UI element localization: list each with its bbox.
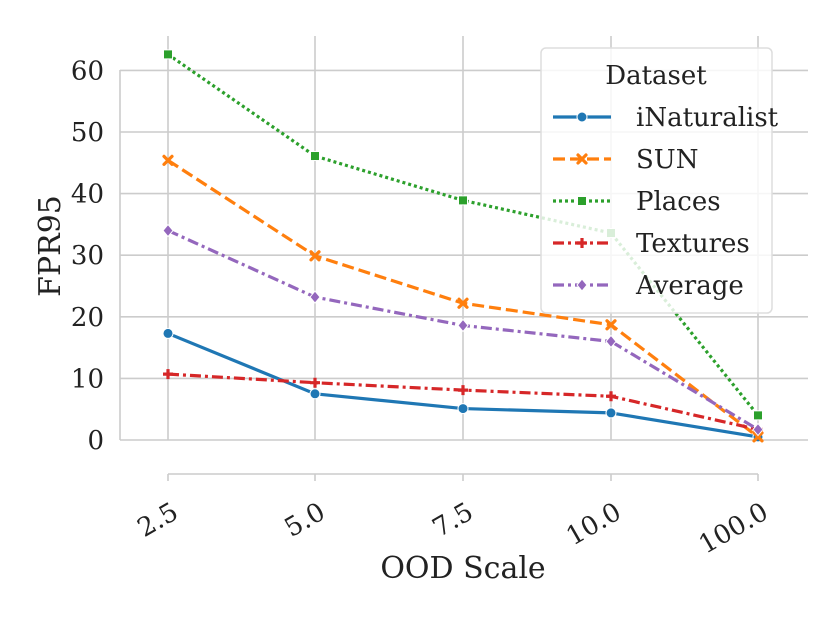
data-point-average [752, 422, 764, 437]
x-axis-label: OOD Scale [380, 551, 545, 586]
data-point-inaturalist [162, 327, 174, 339]
data-point-sun [752, 431, 764, 443]
x-tick-label: 100.0 [694, 497, 773, 560]
legend-label-textures: Textures [636, 229, 750, 259]
y-tick-label: 20 [71, 303, 104, 333]
data-point-inaturalist [605, 407, 617, 419]
legend-item-average: Average [553, 271, 744, 301]
series-average [162, 223, 764, 437]
legend-marker-average [576, 278, 588, 292]
series-lines [162, 49, 764, 443]
data-point-places [458, 195, 468, 206]
data-point-sun [309, 250, 321, 262]
y-tick-label: 50 [71, 118, 104, 148]
data-point-places [753, 410, 763, 421]
y-tick-label: 30 [71, 241, 104, 271]
legend-item-inaturalist: iNaturalist [553, 103, 779, 133]
legend-label-average: Average [635, 271, 744, 301]
y-axis-label: FPR95 [33, 195, 68, 297]
legend-item-textures: Textures [553, 229, 750, 259]
data-point-sun [162, 154, 174, 166]
data-point-average [162, 223, 174, 238]
legend-label-places: Places [636, 187, 721, 217]
data-point-inaturalist [457, 403, 469, 415]
x-tick-label: 2.5 [133, 497, 184, 544]
y-tick-label: 0 [87, 426, 104, 456]
legend-marker-inaturalist [576, 111, 588, 123]
x-tick-label: 10.0 [561, 497, 626, 552]
x-tick-label: 7.5 [428, 497, 479, 544]
data-point-inaturalist [309, 388, 321, 400]
legend-item-places: Places [553, 187, 721, 217]
series-sun [162, 154, 764, 443]
legend-marker-places [577, 196, 587, 206]
data-point-sun [605, 319, 617, 331]
data-point-textures [163, 369, 173, 380]
data-point-places [163, 49, 173, 60]
data-point-places [310, 151, 320, 162]
data-point-average [309, 290, 321, 304]
data-point-textures [310, 377, 320, 388]
legend-title: Dataset [605, 61, 707, 91]
x-tick-label: 5.0 [280, 497, 331, 544]
legend-label-sun: SUN [636, 145, 698, 175]
data-point-average [605, 334, 617, 349]
legend-label-inaturalist: iNaturalist [636, 103, 779, 133]
legend-box [540, 47, 773, 314]
data-point-textures [458, 385, 468, 396]
y-tick-label: 40 [71, 180, 104, 210]
legend-item-sun: SUN [553, 145, 698, 175]
data-point-sun [457, 297, 469, 309]
legend: Dataset iNaturalist SUN Places Textures Avera… [540, 47, 779, 314]
data-point-textures [606, 391, 616, 402]
legend-marker-sun [576, 153, 588, 165]
y-tick-label: 60 [71, 56, 104, 86]
legend-marker-textures [577, 238, 587, 248]
y-tick-label: 10 [71, 364, 104, 394]
data-point-average [457, 318, 469, 333]
